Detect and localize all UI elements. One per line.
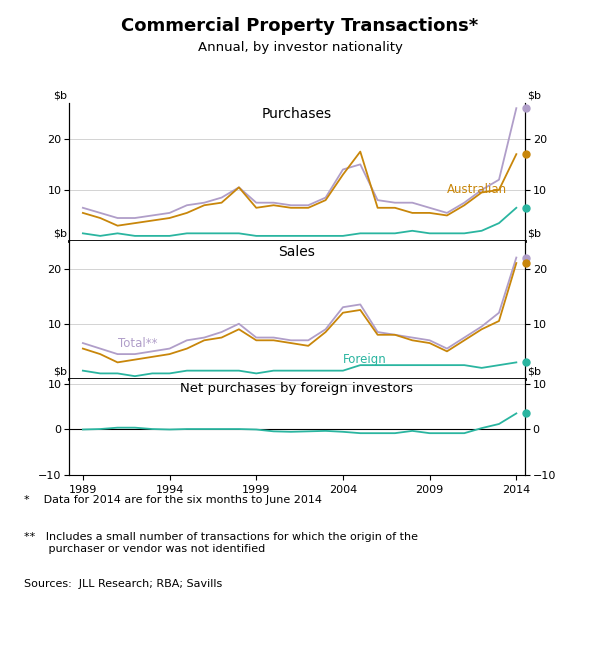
Text: Foreign: Foreign [343, 353, 386, 366]
Text: Commercial Property Transactions*: Commercial Property Transactions* [121, 17, 479, 35]
Text: Annual, by investor nationality: Annual, by investor nationality [197, 41, 403, 55]
Text: $b: $b [53, 367, 67, 377]
Text: $b: $b [527, 367, 541, 377]
Text: Sources:  JLL Research; RBA; Savills: Sources: JLL Research; RBA; Savills [24, 579, 222, 589]
Text: Purchases: Purchases [262, 107, 332, 121]
Text: $b: $b [53, 228, 67, 238]
Text: *    Data for 2014 are for the six months to June 2014: * Data for 2014 are for the six months t… [24, 495, 322, 505]
Text: **   Includes a small number of transactions for which the origin of the
       : ** Includes a small number of transactio… [24, 532, 418, 553]
Text: Total**: Total** [118, 336, 157, 350]
Text: $b: $b [527, 228, 541, 238]
Text: $b: $b [527, 90, 541, 100]
Text: $b: $b [53, 90, 67, 100]
Text: Sales: Sales [278, 245, 316, 259]
Text: Australian: Australian [447, 184, 507, 196]
Text: Net purchases by foreign investors: Net purchases by foreign investors [181, 382, 413, 395]
